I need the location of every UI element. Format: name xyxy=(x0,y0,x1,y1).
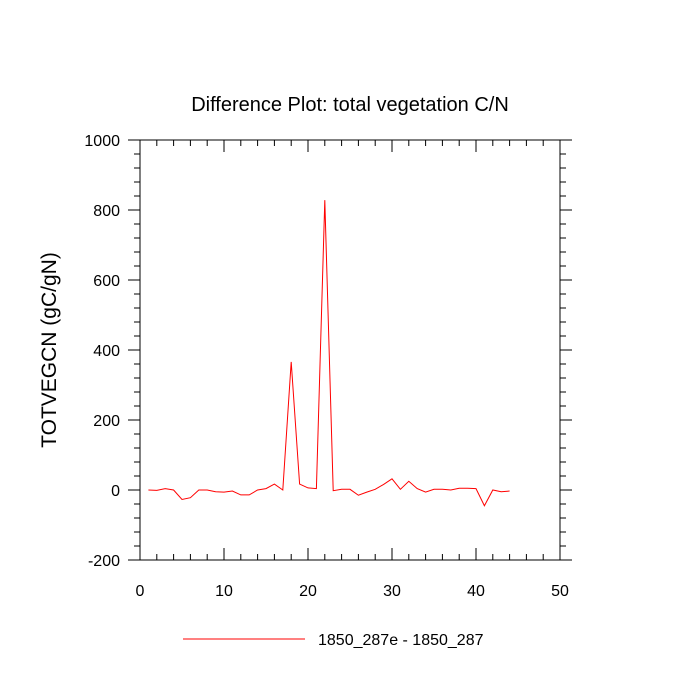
chart-title: Difference Plot: total vegetation C/N xyxy=(191,94,509,116)
y-axis-label: TOTVEGCN (gC/gN) xyxy=(38,252,61,448)
series-line xyxy=(148,200,510,507)
y-tick-label: -200 xyxy=(88,553,120,570)
y-tick-label: 200 xyxy=(93,413,120,430)
y-tick-labels: -200 0 200 400 600 800 1000 xyxy=(84,133,120,570)
x-tick-label: 30 xyxy=(383,583,401,600)
y-tick-label: 0 xyxy=(111,483,120,500)
series-layer xyxy=(148,200,510,507)
x-tick-label: 50 xyxy=(551,583,569,600)
legend-label: 1850_287e - 1850_287 xyxy=(318,632,484,649)
y-tick-label: 600 xyxy=(93,273,120,290)
y-tick-label: 400 xyxy=(93,343,120,360)
x-tick-label: 20 xyxy=(299,583,317,600)
y-tick-label: 1000 xyxy=(84,133,120,150)
ticks-layer xyxy=(128,139,572,561)
x-tick-label: 0 xyxy=(136,583,145,600)
x-tick-labels: 0 10 20 30 40 50 xyxy=(136,583,569,600)
x-tick-label: 40 xyxy=(467,583,485,600)
y-tick-label: 800 xyxy=(93,203,120,220)
x-tick-label: 10 xyxy=(215,583,233,600)
legend: 1850_287e - 1850_287 xyxy=(183,632,484,649)
plot-frame xyxy=(139,139,561,561)
